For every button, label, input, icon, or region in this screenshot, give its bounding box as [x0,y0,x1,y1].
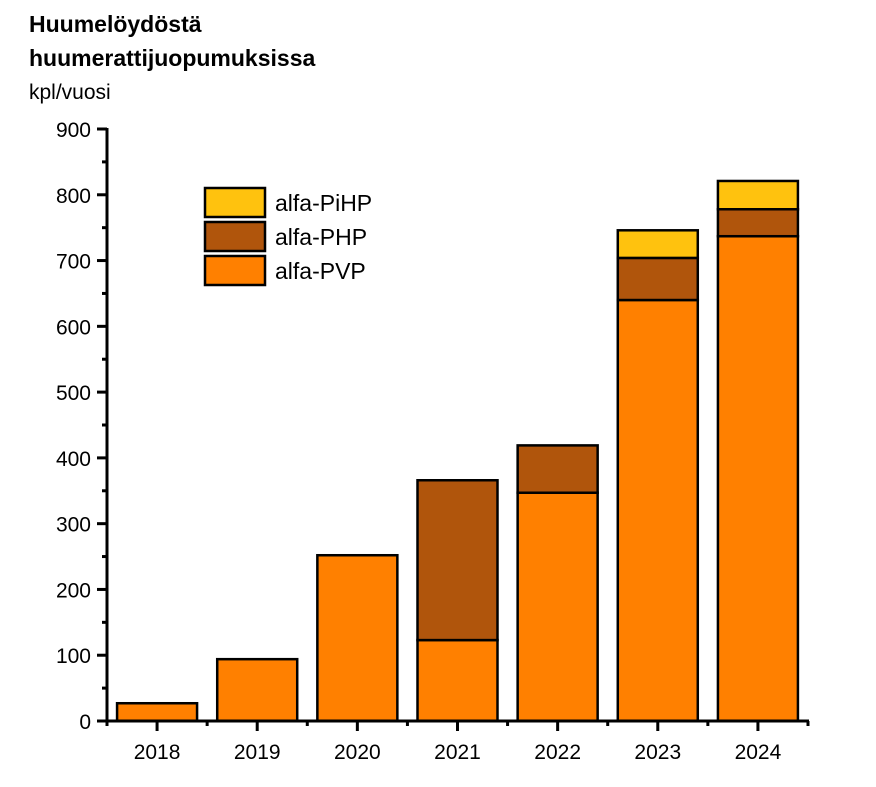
bar-segment-alfa-pvp-2022 [516,491,599,723]
y-tick-label: 500 [56,382,91,405]
legend: alfa-PiHP alfa-PHP alfa-PVP [203,186,372,287]
axes-group: 0 100 200 300 400 500 600 700 800 900 2018 2019 2020… [56,119,810,764]
legend-swatch-alfa-pihp [203,186,267,219]
bar-segment-alfa-php-2022 [516,444,599,495]
x-tick-label: 2024 [735,741,782,764]
bar-segment-alfa-pihp-2024 [716,179,800,211]
bar-segment-alfa-pvp-2020 [316,553,399,723]
x-tick-label: 2018 [134,741,181,764]
y-tick-label: 100 [56,645,91,668]
bar-segment-alfa-pvp-2021 [416,638,499,723]
x-tick-label: 2020 [334,741,381,764]
y-tick-label: 0 [79,711,91,734]
y-tick-label: 700 [56,251,91,274]
bar-segment-alfa-php-2024 [716,207,800,238]
y-tick-label: 300 [56,514,91,537]
chart-title-line2: huumerattijuopumuksissa [29,45,316,71]
legend-swatch-alfa-php [203,220,267,253]
y-tick-label: 200 [56,579,91,602]
bar-segment-alfa-pihp-2023 [616,229,700,260]
x-tick-label: 2023 [634,741,681,764]
bar-segment-alfa-php-2021 [416,479,499,642]
bar-segment-alfa-php-2023 [616,256,700,302]
x-tick-label: 2022 [534,741,581,764]
legend-label: alfa-PHP [275,224,367,250]
y-tick-label: 900 [56,119,91,142]
x-tick-label: 2021 [434,741,481,764]
bars-group [115,179,800,723]
bar-segment-alfa-pvp-2018 [115,701,199,723]
y-tick-label: 800 [56,185,91,208]
chart-title-line1: Huumelöydöstä [29,11,202,37]
bar-segment-alfa-pvp-2024 [716,234,800,723]
y-tick-label: 600 [56,316,91,339]
legend-label: alfa-PVP [275,258,366,284]
x-tick-label: 2019 [234,741,281,764]
bar-segment-alfa-pvp-2023 [616,298,700,723]
legend-label: alfa-PiHP [275,190,372,216]
legend-swatch-alfa-pvp [203,254,267,287]
y-axis-unit: kpl/vuosi [29,81,111,104]
y-tick-label: 400 [56,448,91,471]
bar-segment-alfa-pvp-2019 [215,657,299,723]
